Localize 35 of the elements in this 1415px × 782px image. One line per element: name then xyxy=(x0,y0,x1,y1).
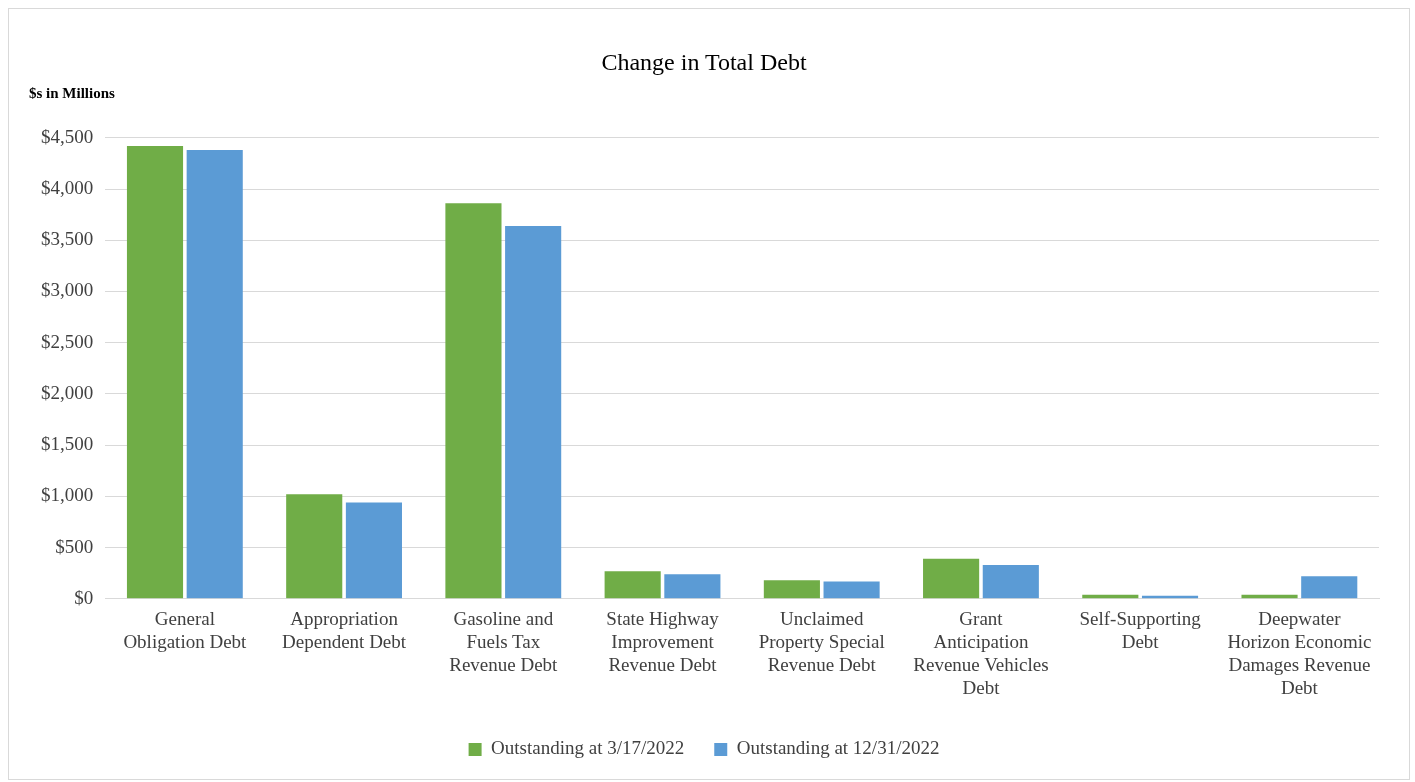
bar xyxy=(126,146,184,599)
bar xyxy=(186,150,243,599)
x-tick-label: Gasoline and Fuels Tax Revenue Debt xyxy=(449,608,559,675)
y-tick-label: $500 xyxy=(55,535,94,557)
bar xyxy=(664,574,721,599)
legend-label: Outstanding at 3/17/2022 xyxy=(491,737,685,759)
x-tick-label: Grant Anticipation Revenue Vehicles Debt xyxy=(913,608,1049,698)
y-tick-label: $2,000 xyxy=(41,381,94,403)
y-tick-label: $1,500 xyxy=(41,433,94,455)
y-tick-label: $2,500 xyxy=(41,330,94,352)
bar xyxy=(445,203,502,599)
x-tick-label: General Obligation Debt xyxy=(123,608,248,652)
bar xyxy=(982,564,1039,599)
x-tick-label: Self-Supporting Debt xyxy=(1079,608,1202,652)
bar xyxy=(604,571,661,599)
bar xyxy=(505,225,562,599)
x-tick-label: Deepwater Horizon Economic Damages Revenue Debt xyxy=(1227,608,1372,698)
y-tick-label: $0 xyxy=(74,586,94,608)
y-tick-label: $3,500 xyxy=(41,228,94,250)
y-tick-label: $1,000 xyxy=(41,484,94,506)
bar xyxy=(345,502,402,599)
bar xyxy=(286,494,343,599)
y-axis-title: $s in Millions xyxy=(29,84,116,101)
x-tick-label: Unclaimed Property Special Revenue Debt xyxy=(758,608,885,675)
y-tick-label: $3,000 xyxy=(41,279,94,301)
bar xyxy=(1301,576,1358,599)
bar xyxy=(763,580,820,599)
legend-label: Outstanding at 12/31/2022 xyxy=(736,737,940,759)
x-tick-label: State Highway Improvement Revenue Debt xyxy=(606,608,720,675)
bar xyxy=(823,581,880,599)
y-tick-label: $4,500 xyxy=(41,125,94,147)
chart-title: Change in Total Debt xyxy=(601,48,807,75)
y-tick-label: $4,000 xyxy=(41,177,94,199)
bar xyxy=(923,558,980,599)
x-tick-label: Appropriation Dependent Debt xyxy=(282,608,407,652)
